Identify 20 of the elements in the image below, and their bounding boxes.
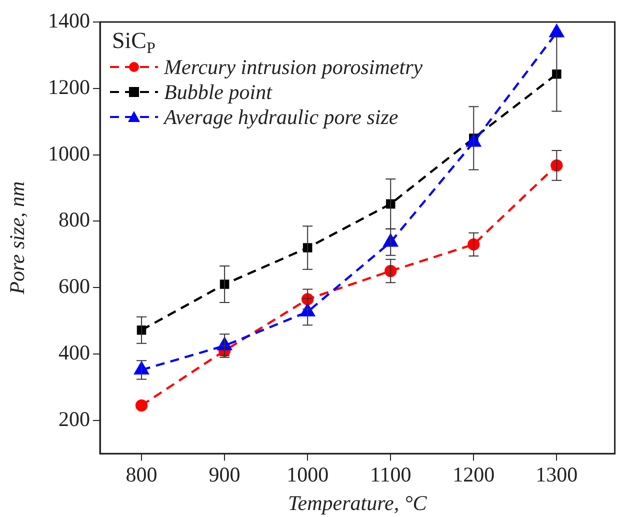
y-tick-label: 1400: [48, 8, 90, 33]
legend-label: Bubble point: [164, 80, 274, 104]
y-tick-label: 1000: [48, 141, 90, 166]
x-tick-label: 1100: [370, 462, 412, 487]
point: [135, 399, 148, 412]
y-tick-label: 1200: [48, 74, 90, 99]
y-tick-label: 600: [58, 274, 90, 298]
legend-label: Mercury intrusion porosimetry: [163, 55, 424, 79]
y-tick-label: 200: [58, 406, 90, 431]
legend-label: Average hydraulic pore size: [162, 105, 398, 129]
y-axis-title: Pore size, nm: [5, 181, 30, 296]
x-tick-label: 800: [126, 462, 158, 487]
x-tick-label: 1000: [286, 462, 329, 487]
x-tick-label: 1300: [536, 462, 578, 487]
point: [550, 24, 564, 38]
y-tick-label: 800: [58, 208, 90, 232]
x-tick-label: 1200: [452, 462, 495, 487]
y-tick-label: 400: [58, 340, 90, 365]
x-axis-title: Temperature, °C: [288, 490, 428, 515]
x-tick-label: 900: [208, 462, 240, 487]
